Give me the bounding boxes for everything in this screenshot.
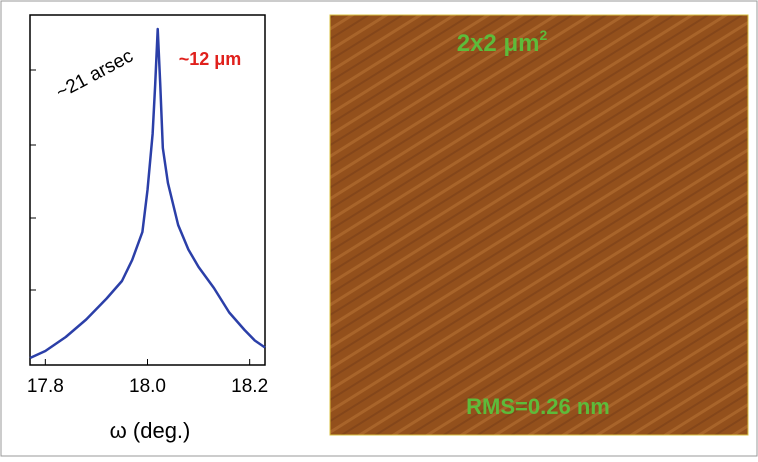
x-tick-label: 17.8 [27, 376, 64, 397]
afm-image [329, 14, 749, 436]
x-tick-label: 18.2 [231, 376, 268, 397]
afm-scale: 2x2 μm2 [457, 27, 548, 58]
afm-scale-text: 2x2 μm [457, 30, 540, 57]
afm-scale-power: 2 [539, 27, 547, 43]
afm-rms: RMS=0.26 nm [466, 394, 610, 419]
x-tick-label: 18.0 [129, 376, 166, 397]
annotation: ~12 μm [179, 49, 242, 69]
x-axis-label: ω (deg.) [110, 418, 191, 443]
line [29, 27, 266, 360]
